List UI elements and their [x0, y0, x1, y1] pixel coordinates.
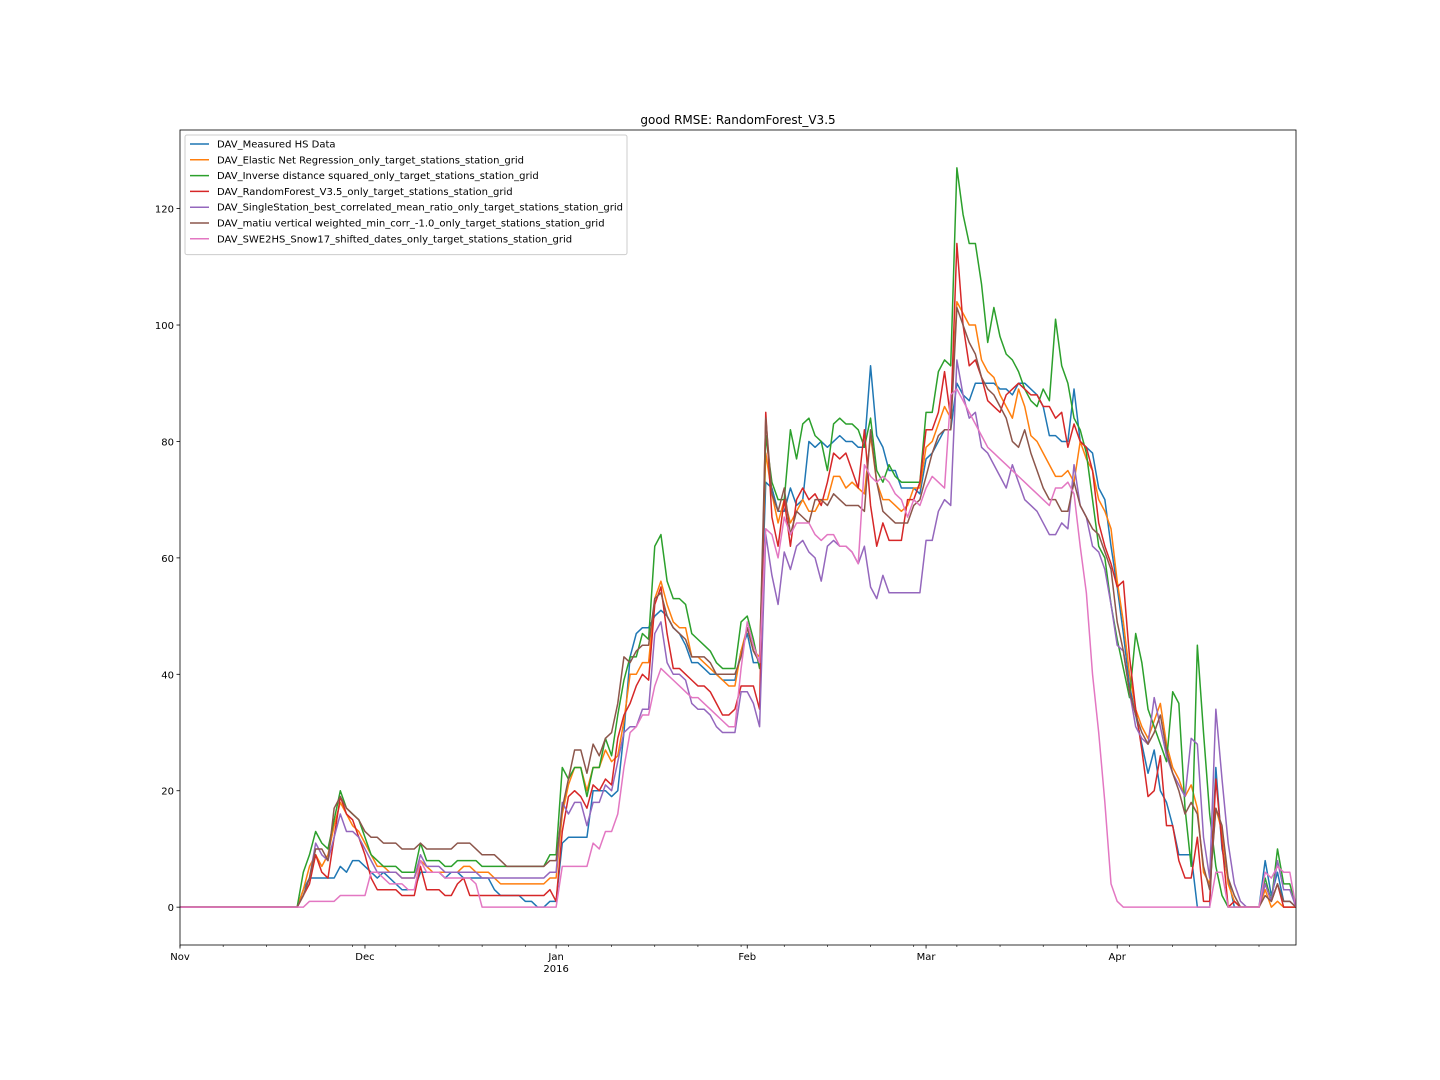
x-tick-label: Nov — [170, 952, 190, 963]
y-tick-label: 120 — [155, 205, 174, 216]
y-tick-label: 80 — [161, 437, 174, 448]
x-tick-label: Apr — [1109, 952, 1127, 963]
legend-label: DAV_SingleStation_best_correlated_mean_r… — [217, 203, 623, 214]
legend-label: DAV_Elastic Net Regression_only_target_s… — [217, 155, 524, 166]
y-tick-label: 100 — [155, 321, 174, 332]
y-tick-label: 60 — [161, 554, 174, 565]
y-tick-label: 20 — [161, 787, 174, 798]
legend-label: DAV_SWE2HS_Snow17_shifted_dates_only_tar… — [217, 234, 572, 245]
legend-label: DAV_RandomForest_V3.5_only_target_statio… — [217, 187, 513, 198]
y-tick-label: 40 — [161, 670, 174, 681]
x-tick-label: Mar — [917, 952, 937, 963]
x-tick-label: Dec — [355, 952, 374, 963]
x-tick-label: Jan — [547, 952, 563, 963]
chart-title: good RMSE: RandomForest_V3.5 — [640, 113, 835, 127]
legend-label: DAV_matiu vertical weighted_min_corr_-1.… — [217, 219, 605, 230]
y-tick-label: 0 — [168, 903, 174, 914]
x-tick-label: Feb — [738, 952, 756, 963]
legend-label: DAV_Measured HS Data — [217, 140, 336, 151]
legend-label: DAV_Inverse distance squared_only_target… — [217, 171, 539, 182]
x-tick-year-label: 2016 — [543, 964, 568, 975]
legend: DAV_Measured HS Data DAV_Elastic Net Regr… — [185, 135, 627, 255]
